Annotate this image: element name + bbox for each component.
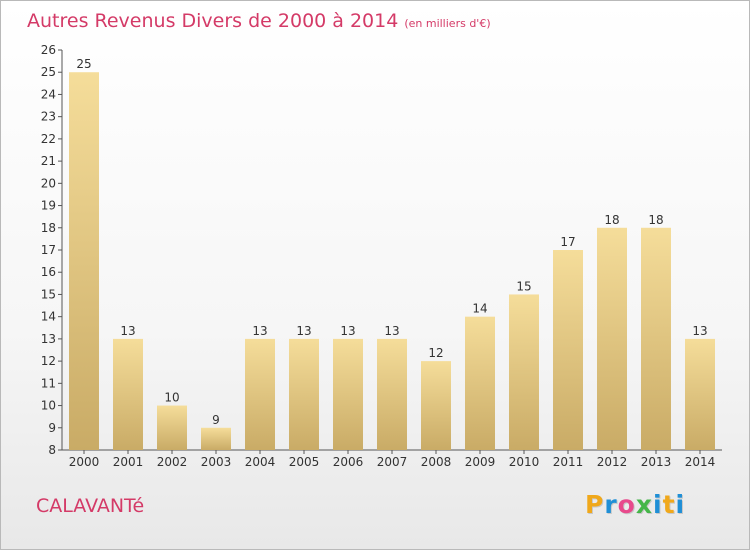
- x-tick-label: 2007: [377, 455, 408, 469]
- commune-name: CALAVANTé: [36, 495, 145, 517]
- chart-title: Autres Revenus Divers de 2000 à 2014 (en …: [27, 10, 491, 32]
- data-label: 15: [516, 279, 531, 293]
- y-tick-label: 13: [41, 332, 56, 346]
- y-tick-label: 11: [41, 376, 56, 390]
- logo-letter: P: [585, 490, 605, 519]
- bar: [465, 316, 495, 450]
- bar: [421, 361, 451, 450]
- y-tick-label: 25: [41, 65, 56, 79]
- data-label: 13: [252, 324, 267, 338]
- y-tick-label: 10: [41, 399, 56, 413]
- y-tick-label: 15: [41, 287, 56, 301]
- data-label: 12: [428, 346, 443, 360]
- data-label: 13: [340, 324, 355, 338]
- x-tick-label: 2009: [465, 455, 496, 469]
- y-tick-label: 24: [41, 87, 56, 101]
- data-label: 25: [76, 57, 91, 71]
- x-tick-label: 2005: [289, 455, 320, 469]
- x-tick-label: 2012: [597, 455, 628, 469]
- bar: [201, 427, 231, 450]
- data-label: 14: [472, 302, 487, 316]
- data-label: 13: [296, 324, 311, 338]
- y-tick-label: 22: [41, 132, 56, 146]
- logo-letter: t: [662, 490, 676, 519]
- data-label: 13: [120, 324, 135, 338]
- data-label: 10: [164, 391, 179, 405]
- y-tick-label: 14: [41, 310, 56, 324]
- logo-letter: i: [653, 490, 663, 519]
- logo-letter: x: [635, 490, 653, 519]
- y-tick-label: 23: [41, 110, 56, 124]
- bar: [333, 338, 363, 450]
- bar: [641, 227, 671, 450]
- logo-letter: r: [604, 490, 618, 519]
- data-label: 18: [604, 213, 619, 227]
- x-tick-label: 2011: [553, 455, 584, 469]
- x-tick-label: 2004: [245, 455, 276, 469]
- y-tick-label: 18: [41, 221, 56, 235]
- x-tick-label: 2013: [641, 455, 672, 469]
- logo-letter: i: [675, 490, 686, 519]
- proxiti-logo: Proxiti: [585, 490, 685, 519]
- y-tick-label: 16: [41, 265, 56, 279]
- y-tick-label: 8: [48, 443, 56, 457]
- bar: [69, 72, 99, 450]
- x-tick-label: 2003: [201, 455, 232, 469]
- bar: [157, 405, 187, 450]
- x-tick-label: 2008: [421, 455, 452, 469]
- data-label: 18: [648, 213, 663, 227]
- data-label: 9: [212, 413, 220, 427]
- bar: [245, 338, 275, 450]
- bar: [289, 338, 319, 450]
- chart-title-text: Autres Revenus Divers de 2000 à 2014: [27, 10, 399, 32]
- bar: [685, 338, 715, 450]
- bar: [509, 294, 539, 450]
- x-tick-label: 2006: [333, 455, 364, 469]
- chart-title-unit: (en milliers d'€): [404, 17, 491, 30]
- y-tick-label: 26: [41, 43, 56, 57]
- y-tick-label: 17: [41, 243, 56, 257]
- bar: [553, 250, 583, 450]
- y-tick-label: 20: [41, 176, 56, 190]
- x-tick-label: 2001: [113, 455, 144, 469]
- y-tick-label: 19: [41, 199, 56, 213]
- x-tick-label: 2002: [157, 455, 188, 469]
- y-tick-label: 12: [41, 354, 56, 368]
- y-tick-label: 9: [48, 421, 56, 435]
- bar: [377, 338, 407, 450]
- bar: [113, 338, 143, 450]
- data-label: 13: [384, 324, 399, 338]
- x-tick-label: 2010: [509, 455, 540, 469]
- bar: [597, 227, 627, 450]
- data-label: 13: [692, 324, 707, 338]
- x-tick-label: 2000: [69, 455, 100, 469]
- data-label: 17: [560, 235, 575, 249]
- logo-letter: o: [617, 490, 636, 519]
- y-tick-label: 21: [41, 154, 56, 168]
- x-tick-label: 2014: [685, 455, 716, 469]
